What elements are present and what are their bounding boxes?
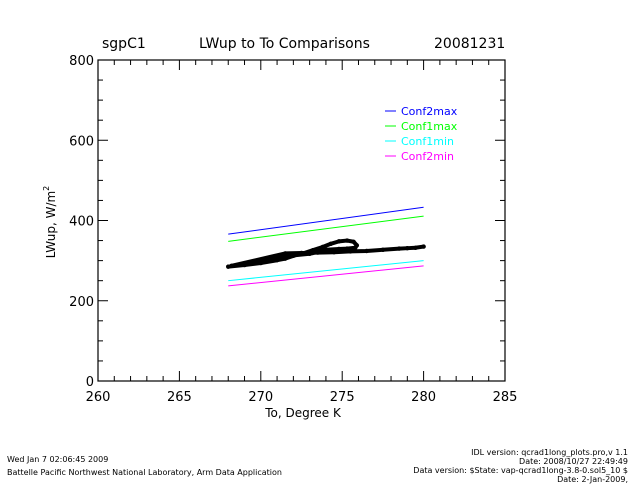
observation-point [307, 251, 312, 257]
observation-point [348, 249, 353, 254]
observation-point [291, 253, 296, 258]
observation-point [336, 246, 342, 252]
footer-version-info: IDL version: qcrad1long_plots.pro,v 1.1 … [413, 448, 628, 484]
observation-point [258, 259, 263, 264]
observation-point [353, 245, 358, 250]
observation-point [364, 248, 369, 254]
y-tick-label: 0 [86, 375, 94, 390]
footer-organization: Battelle Pacific Northwest National Labo… [7, 468, 282, 477]
series-line-conf1max [228, 215, 424, 242]
observation-trace [226, 238, 426, 269]
observation-point [380, 247, 386, 252]
observation-point [344, 246, 350, 251]
footer-line: IDL version: qcrad1long_plots.pro,v 1.1 [471, 448, 628, 457]
observation-point [413, 245, 418, 250]
observation-point [229, 263, 234, 269]
series-line-conf1min [228, 260, 424, 282]
footer-line: Date: 2008/10/27 22:49:49 [519, 457, 628, 466]
y-axis-label: LWup, W/m2 [42, 186, 58, 259]
observation-point [328, 241, 334, 246]
legend-label: Conf2min [401, 150, 454, 163]
y-axis-label-main: LWup, W/m [44, 191, 58, 258]
observation-point [274, 256, 280, 261]
x-tick-label: 270 [248, 390, 273, 405]
observation-point [336, 239, 342, 244]
chart-title: LWup to To Comparisons [199, 36, 370, 52]
legend-label: Conf1max [401, 120, 458, 133]
observation-point [323, 247, 329, 252]
y-tick-label: 200 [69, 295, 94, 310]
footer-timestamp: Wed Jan 7 02:06:45 2009 [7, 455, 109, 464]
y-tick-label: 600 [69, 134, 94, 149]
y-tick-label: 400 [69, 215, 94, 230]
x-tick-label: 265 [167, 390, 192, 405]
observation-point [310, 247, 316, 253]
series-line-conf2max [228, 206, 424, 235]
observation-point [344, 238, 350, 243]
observation-point [283, 251, 288, 256]
x-axis-label: To, Degree K [264, 406, 342, 420]
observation-point [331, 249, 337, 255]
observation-point [242, 262, 247, 267]
date-label: 20081231 [434, 36, 506, 52]
observation-point [405, 245, 410, 251]
site-label: sgpC1 [102, 36, 146, 52]
observation-point [421, 244, 426, 249]
y-tick-label: 800 [69, 54, 94, 69]
observation-point [315, 250, 320, 255]
observation-point [351, 239, 356, 244]
observation-point [320, 244, 325, 250]
observation-point [283, 256, 288, 261]
x-tick-label: 285 [493, 390, 518, 405]
observation-point [396, 246, 402, 251]
x-tick-label: 280 [411, 390, 436, 405]
observation-point [299, 250, 304, 256]
series-line-conf2min [228, 265, 424, 287]
footer-line: Data version: $State: vap-qcrad1long-3.8… [413, 466, 628, 475]
x-tick-label: 260 [86, 390, 111, 405]
y-axis-label-exponent: 2 [42, 186, 51, 191]
legend-label: Conf2max [401, 105, 458, 118]
legend-label: Conf1min [401, 135, 454, 148]
x-tick-label: 275 [330, 390, 355, 405]
